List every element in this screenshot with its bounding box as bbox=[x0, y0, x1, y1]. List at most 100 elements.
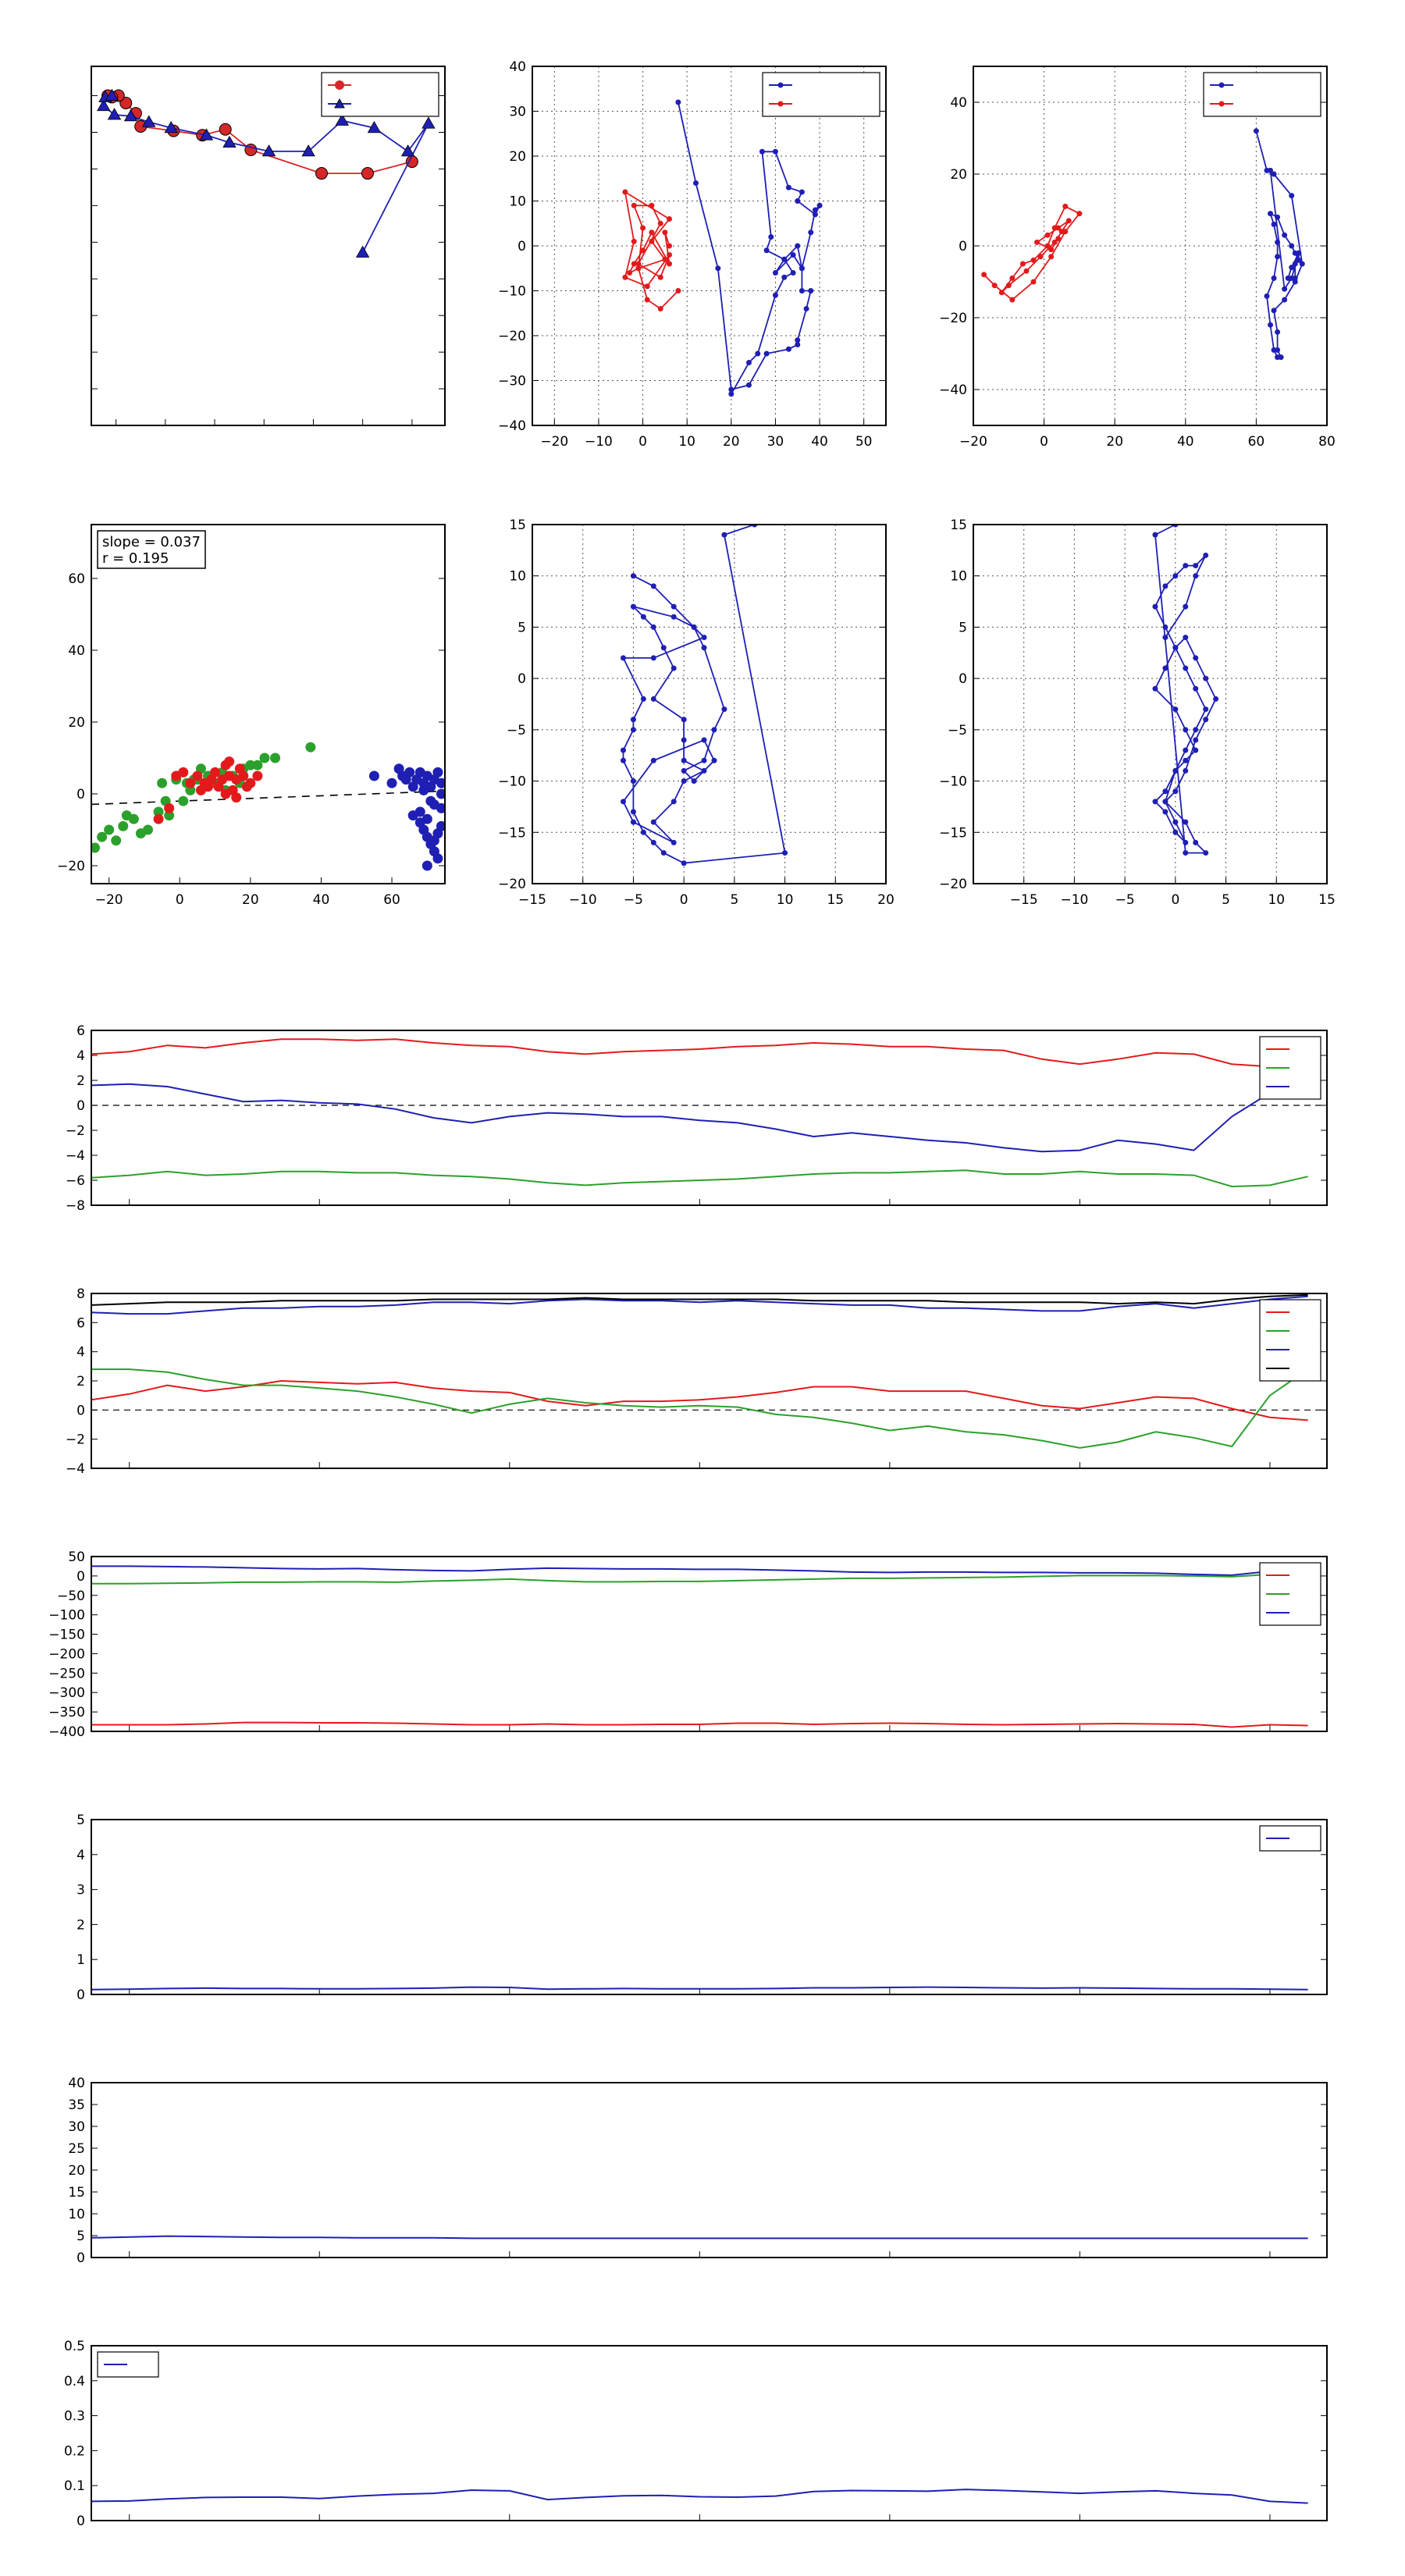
y-tick-label: 4 bbox=[76, 1048, 85, 1064]
x-tick-label: −20 bbox=[95, 892, 123, 908]
series-line bbox=[91, 1295, 1308, 1315]
data-point bbox=[153, 806, 164, 817]
data-point bbox=[799, 265, 805, 272]
data-point bbox=[711, 727, 717, 733]
data-point bbox=[630, 603, 636, 610]
data-point bbox=[662, 229, 668, 236]
data-point bbox=[1296, 257, 1302, 263]
data-point bbox=[755, 350, 761, 357]
data-point bbox=[701, 635, 707, 641]
y-tick-label: 0 bbox=[76, 2250, 85, 2266]
x-tick-label: 0 bbox=[176, 892, 184, 908]
data-point bbox=[335, 113, 350, 126]
data-point bbox=[772, 270, 778, 276]
plot-frame bbox=[973, 66, 1328, 426]
data-point bbox=[238, 770, 249, 781]
data-point bbox=[808, 288, 814, 294]
data-point bbox=[1162, 624, 1168, 630]
data-point bbox=[405, 155, 418, 169]
data-point bbox=[650, 624, 656, 630]
data-point bbox=[620, 757, 626, 763]
y-tick-label: −50 bbox=[57, 1589, 85, 1604]
data-point bbox=[259, 753, 270, 763]
data-point bbox=[675, 99, 681, 105]
data-point bbox=[650, 839, 656, 845]
data-point bbox=[745, 382, 752, 388]
data-point bbox=[97, 98, 111, 112]
y-tick-label: 0 bbox=[959, 671, 967, 687]
data-point bbox=[1030, 279, 1037, 285]
y-tick-label: −350 bbox=[48, 1705, 85, 1720]
data-point bbox=[429, 835, 439, 846]
y-tick-label: 6 bbox=[76, 1023, 85, 1039]
data-point bbox=[728, 386, 735, 393]
data-point bbox=[1271, 275, 1277, 281]
series-1 bbox=[1253, 128, 1305, 361]
y-tick-label: −20 bbox=[939, 877, 967, 892]
data-point bbox=[1271, 171, 1277, 177]
series-1 bbox=[91, 1986, 1308, 1991]
chart-6: −15 −10 −5 0 5 10 15 −20 −15 −10 −5 0 5 10 15 bbox=[939, 518, 1336, 908]
data-point bbox=[1055, 236, 1062, 242]
data-point bbox=[1183, 819, 1189, 825]
y-tick-label: −8 bbox=[66, 1198, 85, 1214]
y-tick-label: 20 bbox=[68, 715, 85, 731]
x-tick-label: 10 bbox=[777, 892, 794, 908]
series-3 bbox=[91, 1295, 1308, 1315]
data-point bbox=[816, 202, 823, 208]
series-2 bbox=[91, 1572, 1308, 1585]
series-2 bbox=[97, 88, 436, 258]
data-point bbox=[1183, 757, 1189, 763]
data-point bbox=[97, 831, 108, 842]
series-2 bbox=[91, 1169, 1308, 1188]
series-3 bbox=[91, 1565, 1308, 1576]
chart-2: −20 −10 0 10 20 30 40 50 −40 −30 −20 −10 0 10 20 30 40 bbox=[498, 59, 887, 450]
data-point bbox=[681, 757, 687, 763]
data-point bbox=[650, 583, 656, 589]
y-tick-label: 0.4 bbox=[64, 2374, 85, 2389]
legend-marker bbox=[335, 80, 344, 90]
y-tick-label: 0 bbox=[76, 787, 85, 802]
data-point bbox=[245, 760, 256, 770]
data-point bbox=[1183, 603, 1189, 610]
x-tick-label: 20 bbox=[877, 892, 895, 908]
data-point bbox=[630, 819, 636, 825]
x-tick-label: 20 bbox=[242, 892, 259, 908]
data-point bbox=[812, 212, 818, 218]
data-point bbox=[418, 785, 429, 795]
legend-marker bbox=[1218, 101, 1225, 107]
x-tick-label: 40 bbox=[811, 434, 828, 450]
data-point bbox=[1296, 250, 1302, 256]
x-tick-label: 10 bbox=[678, 434, 695, 450]
legend-frame bbox=[321, 72, 439, 117]
y-tick-label: −300 bbox=[48, 1685, 85, 1701]
data-point bbox=[701, 767, 707, 774]
data-point bbox=[128, 813, 139, 824]
data-point bbox=[670, 839, 677, 845]
y-tick-label: −2 bbox=[66, 1432, 85, 1448]
data-point bbox=[1183, 839, 1189, 845]
data-point bbox=[1172, 767, 1179, 774]
data-point bbox=[1203, 706, 1209, 713]
y-tick-label: 0 bbox=[518, 671, 526, 687]
y-tick-label: −2 bbox=[66, 1123, 85, 1139]
data-point bbox=[631, 202, 637, 208]
y-tick-label: 15 bbox=[68, 2185, 85, 2201]
y-tick-label: 40 bbox=[68, 2076, 85, 2091]
data-point bbox=[185, 777, 196, 788]
data-point bbox=[1009, 297, 1016, 303]
y-tick-label: −40 bbox=[498, 418, 526, 434]
series-line bbox=[91, 1721, 1308, 1728]
y-tick-label: 2 bbox=[76, 1374, 85, 1389]
data-point bbox=[104, 824, 115, 835]
data-point bbox=[620, 655, 626, 661]
data-point bbox=[1203, 552, 1209, 558]
data-point bbox=[1183, 850, 1189, 856]
data-point bbox=[142, 824, 153, 835]
data-point bbox=[1282, 297, 1288, 303]
data-point bbox=[252, 760, 263, 770]
series-2 bbox=[91, 1368, 1309, 1449]
data-point bbox=[1253, 128, 1259, 134]
series-line bbox=[91, 1379, 1308, 1421]
